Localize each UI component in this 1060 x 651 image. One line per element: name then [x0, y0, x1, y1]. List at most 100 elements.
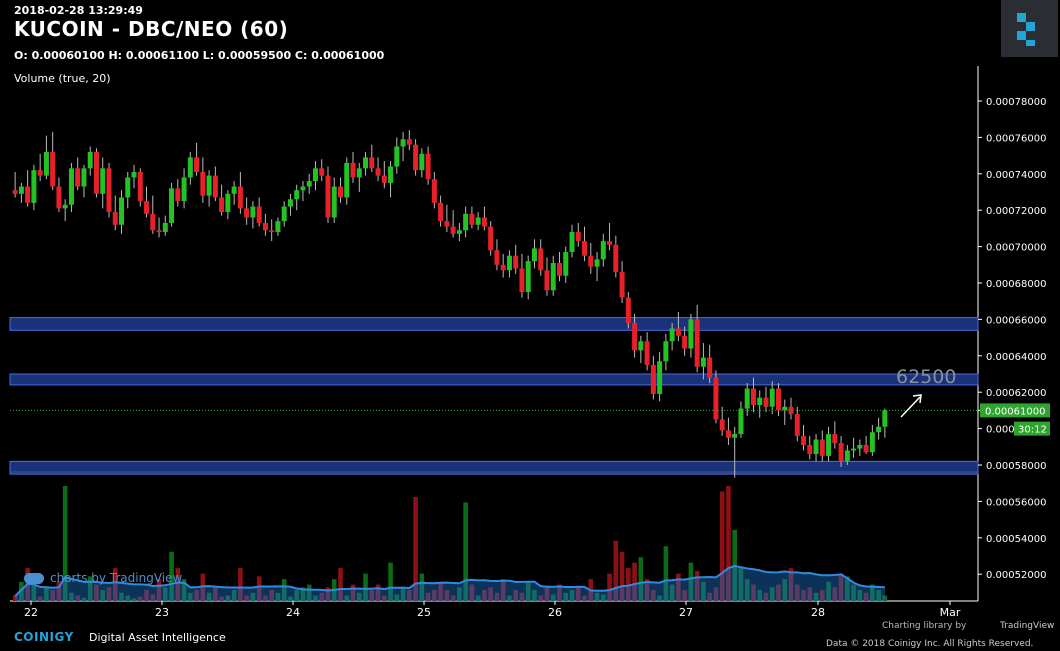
- volume-bar: [225, 595, 231, 601]
- candle-body: [707, 357, 713, 378]
- volume-bar: [644, 579, 650, 601]
- volume-bar: [757, 590, 763, 601]
- volume-bar: [569, 590, 575, 601]
- volume-bar: [469, 584, 475, 601]
- candle-body: [325, 175, 331, 218]
- volume-bar: [807, 587, 813, 601]
- support-zone-1: [9, 373, 979, 386]
- arrow-up-right-icon: [900, 396, 921, 418]
- volume-bar: [463, 502, 468, 601]
- volume-bar: [563, 592, 569, 601]
- candle-body: [607, 241, 613, 245]
- volume-bar: [313, 595, 318, 601]
- volume-bar: [163, 587, 168, 601]
- candle-body: [31, 170, 37, 203]
- copyright: Data © 2018 Coinigy Inc. All Rights Rese…: [826, 639, 1034, 649]
- candle-body: [381, 175, 387, 183]
- volume-bar: [400, 587, 406, 601]
- candle-body: [682, 335, 688, 349]
- candle-body: [713, 377, 719, 420]
- volume-bar: [238, 568, 243, 601]
- volume-bar: [851, 584, 856, 601]
- y-tick-label: 0.00076000: [986, 133, 1046, 144]
- volume-bar: [369, 590, 375, 601]
- candle-body: [375, 168, 381, 176]
- candle-body: [125, 177, 131, 198]
- charting-library-label: Charting library by: [882, 621, 967, 631]
- volume-bar: [250, 592, 256, 601]
- coinigy-logo-icon[interactable]: [1001, 0, 1058, 57]
- volume-bar: [188, 592, 193, 601]
- x-tick-label: 26: [548, 606, 562, 619]
- support-zone-0: [9, 317, 979, 331]
- x-tick-label: 22: [24, 606, 38, 619]
- candle-body: [638, 341, 644, 351]
- volume-bar: [863, 592, 869, 601]
- candle-body: [625, 297, 631, 324]
- candle-body: [575, 232, 581, 242]
- candle-body: [294, 190, 300, 200]
- y-tick-label: 0.00062000: [986, 388, 1046, 399]
- candle-body: [882, 410, 888, 427]
- candle-body: [181, 177, 187, 202]
- volume-bar: [444, 590, 450, 601]
- volume-bar: [632, 562, 637, 601]
- volume-bar: [751, 584, 756, 601]
- volume-bar: [206, 592, 212, 601]
- candle-body: [62, 204, 68, 209]
- candle-body: [757, 397, 763, 405]
- tradingview-link[interactable]: TradingView: [1000, 621, 1055, 631]
- candle-body: [863, 444, 869, 453]
- x-tick-label: 25: [417, 606, 431, 619]
- annotation-label: 62500: [896, 366, 956, 388]
- volume-bar: [457, 587, 462, 601]
- candle-body: [93, 151, 99, 194]
- volume-bar: [213, 587, 218, 601]
- volume-bar: [344, 595, 350, 601]
- candle-body: [12, 190, 18, 194]
- volume-bar: [419, 573, 425, 601]
- candle-body: [663, 341, 669, 362]
- candle-body: [338, 186, 343, 198]
- volume-indicator-label[interactable]: Volume (true, 20): [14, 72, 111, 85]
- candle-body: [744, 388, 750, 409]
- volume-bar: [738, 568, 744, 601]
- volume-bar: [438, 581, 443, 601]
- candle-body: [700, 357, 706, 367]
- candle-body: [788, 406, 794, 415]
- candle-body: [219, 197, 225, 213]
- candle-body: [438, 202, 444, 222]
- volume-bar: [826, 581, 831, 601]
- candle-body: [813, 439, 819, 455]
- candle-body: [506, 255, 512, 271]
- volume-bar: [137, 596, 143, 601]
- volume-bar: [350, 584, 356, 601]
- candle-body: [75, 168, 81, 187]
- candle-body: [738, 408, 744, 435]
- y-tick-label: 0.00068000: [986, 279, 1046, 290]
- candle-body: [262, 222, 268, 231]
- candle-body: [306, 181, 312, 187]
- volume-bar: [601, 594, 606, 601]
- volume-bar: [256, 576, 262, 601]
- volume-bar: [200, 573, 206, 601]
- ohlc-readout: O: 0.00060100 H: 0.00061100 L: 0.0005950…: [14, 49, 385, 62]
- candle-body: [162, 222, 168, 233]
- candle-body: [331, 186, 337, 218]
- volume-bar: [294, 590, 299, 601]
- brand-name[interactable]: COINIGY: [14, 630, 74, 644]
- candle-body: [68, 168, 74, 205]
- candle-body: [801, 435, 807, 445]
- tradingview-watermark: charts by TradingView: [24, 571, 182, 585]
- y-tick-label: 0.00056000: [986, 497, 1046, 508]
- timestamp: 2018-02-28 13:29:49: [14, 4, 143, 17]
- volume-bar: [263, 595, 268, 601]
- candle-body: [807, 444, 813, 455]
- candle-body: [657, 361, 663, 395]
- brand-tagline: Digital Asset Intelligence: [89, 631, 226, 644]
- candle-body: [563, 252, 569, 276]
- candle-body: [851, 448, 857, 451]
- candle-body: [119, 197, 124, 225]
- volume-bar: [31, 584, 37, 601]
